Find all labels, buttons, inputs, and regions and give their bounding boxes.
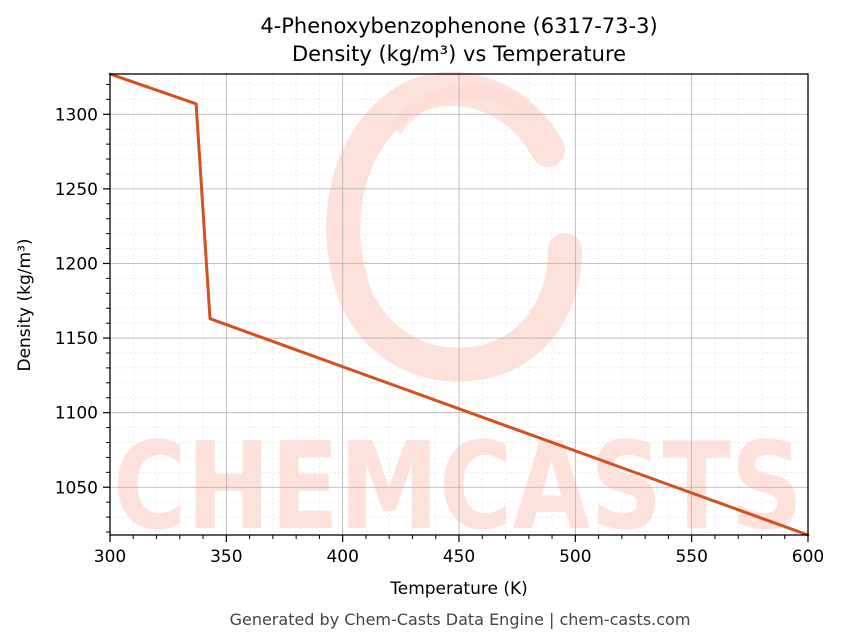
y-tick-label: 1150 xyxy=(55,329,98,349)
x-tick-label: 600 xyxy=(792,547,824,567)
chart-title: 4-Phenoxybenzophenone (6317-73-3) xyxy=(260,14,657,38)
x-tick-label: 400 xyxy=(326,547,358,567)
x-tick-label: 300 xyxy=(94,547,126,567)
x-tick-label: 550 xyxy=(675,547,707,567)
x-axis-ticks: 300 350 400 450 500 550 600 xyxy=(94,535,824,567)
y-tick-label: 1300 xyxy=(55,105,98,125)
y-axis-ticks: 1050 1100 1150 1200 1250 1300 xyxy=(55,83,110,533)
y-tick-label: 1100 xyxy=(55,404,98,424)
series-line-density xyxy=(108,72,810,537)
series-layer xyxy=(108,72,810,537)
x-tick-label: 500 xyxy=(559,547,591,567)
chart-subtitle: Density (kg/m³) vs Temperature xyxy=(292,42,626,66)
y-axis-label: Density (kg/m³) xyxy=(15,238,35,371)
y-tick-label: 1200 xyxy=(55,254,98,274)
x-tick-label: 350 xyxy=(210,547,242,567)
y-tick-label: 1250 xyxy=(55,180,98,200)
x-tick-label: 450 xyxy=(443,547,475,567)
y-tick-label: 1050 xyxy=(55,478,98,498)
footer-credit: Generated by Chem-Casts Data Engine | ch… xyxy=(230,610,691,629)
x-axis-label: Temperature (K) xyxy=(389,579,528,599)
